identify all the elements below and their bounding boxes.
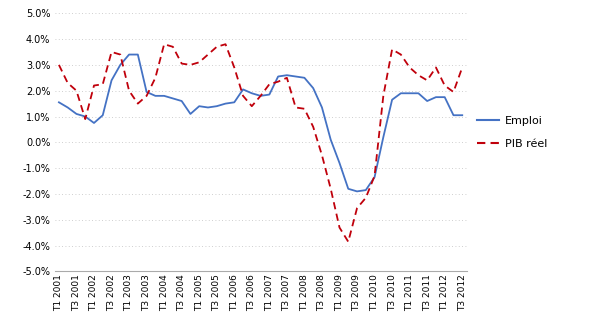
Emploi bbox=[152, 94, 159, 98]
PIB réel bbox=[301, 107, 308, 111]
PIB réel bbox=[257, 94, 264, 98]
PIB réel bbox=[459, 66, 466, 70]
PIB réel bbox=[327, 187, 335, 191]
Emploi bbox=[441, 95, 448, 99]
PIB réel bbox=[275, 80, 282, 84]
Emploi bbox=[459, 113, 466, 117]
PIB réel bbox=[371, 174, 378, 178]
Emploi bbox=[213, 104, 221, 108]
Emploi bbox=[161, 94, 168, 98]
PIB réel bbox=[169, 45, 176, 49]
Emploi bbox=[432, 95, 439, 99]
Emploi bbox=[336, 161, 343, 165]
Emploi bbox=[424, 99, 431, 103]
Emploi bbox=[55, 100, 62, 104]
PIB réel bbox=[397, 53, 404, 57]
Emploi bbox=[90, 121, 98, 125]
PIB réel bbox=[283, 76, 290, 80]
PIB réel bbox=[388, 47, 396, 51]
Emploi bbox=[310, 86, 317, 90]
PIB réel bbox=[213, 45, 221, 49]
Emploi bbox=[134, 53, 141, 57]
Emploi bbox=[99, 113, 107, 117]
PIB réel bbox=[204, 53, 211, 57]
Emploi bbox=[345, 187, 352, 191]
PIB réel bbox=[117, 53, 124, 57]
PIB réel bbox=[55, 63, 62, 67]
PIB réel bbox=[82, 117, 89, 121]
Emploi bbox=[204, 106, 211, 110]
Emploi bbox=[415, 91, 422, 95]
PIB réel bbox=[187, 63, 194, 67]
PIB réel bbox=[450, 90, 457, 94]
Emploi bbox=[397, 91, 404, 95]
PIB réel bbox=[292, 106, 299, 110]
Emploi bbox=[187, 112, 194, 116]
PIB réel bbox=[345, 240, 352, 244]
Emploi bbox=[169, 96, 176, 100]
PIB réel bbox=[353, 206, 361, 210]
PIB réel bbox=[441, 83, 448, 87]
Legend: Emploi, PIB réel: Emploi, PIB réel bbox=[470, 109, 554, 156]
PIB réel bbox=[265, 82, 273, 86]
PIB réel bbox=[99, 82, 107, 86]
PIB réel bbox=[178, 62, 185, 66]
PIB réel bbox=[73, 89, 80, 93]
PIB réel bbox=[318, 153, 325, 157]
Emploi bbox=[450, 113, 457, 117]
PIB réel bbox=[231, 66, 238, 70]
PIB réel bbox=[152, 76, 159, 80]
Emploi bbox=[64, 106, 72, 110]
Line: Emploi: Emploi bbox=[59, 55, 462, 191]
Emploi bbox=[222, 102, 229, 106]
PIB réel bbox=[406, 66, 413, 70]
PIB réel bbox=[239, 94, 247, 98]
PIB réel bbox=[415, 73, 422, 77]
PIB réel bbox=[196, 60, 203, 64]
PIB réel bbox=[222, 42, 229, 46]
Emploi bbox=[380, 135, 387, 139]
PIB réel bbox=[161, 42, 168, 46]
PIB réel bbox=[134, 102, 141, 106]
PIB réel bbox=[336, 225, 343, 229]
Emploi bbox=[283, 73, 290, 77]
Emploi bbox=[257, 94, 264, 98]
Emploi bbox=[371, 175, 378, 179]
Line: PIB réel: PIB réel bbox=[59, 44, 462, 242]
Emploi bbox=[125, 53, 133, 57]
Emploi bbox=[406, 91, 413, 95]
Emploi bbox=[82, 115, 89, 118]
PIB réel bbox=[108, 50, 115, 54]
Emploi bbox=[231, 100, 238, 104]
PIB réel bbox=[125, 89, 133, 93]
Emploi bbox=[108, 78, 115, 82]
Emploi bbox=[327, 138, 335, 142]
PIB réel bbox=[248, 104, 256, 108]
PIB réel bbox=[310, 125, 317, 129]
Emploi bbox=[275, 74, 282, 78]
Emploi bbox=[178, 99, 185, 103]
Emploi bbox=[318, 106, 325, 110]
PIB réel bbox=[362, 196, 370, 200]
Emploi bbox=[143, 90, 150, 94]
Emploi bbox=[265, 93, 273, 97]
Emploi bbox=[117, 63, 124, 67]
Emploi bbox=[292, 74, 299, 78]
Emploi bbox=[362, 188, 370, 192]
PIB réel bbox=[380, 94, 387, 98]
Emploi bbox=[73, 112, 80, 116]
PIB réel bbox=[432, 66, 439, 70]
PIB réel bbox=[424, 78, 431, 82]
Emploi bbox=[353, 189, 361, 193]
PIB réel bbox=[90, 83, 98, 87]
Emploi bbox=[388, 98, 396, 102]
PIB réel bbox=[143, 94, 150, 98]
Emploi bbox=[239, 87, 247, 91]
PIB réel bbox=[64, 81, 72, 85]
Emploi bbox=[196, 104, 203, 108]
Emploi bbox=[248, 91, 256, 95]
Emploi bbox=[301, 76, 308, 80]
